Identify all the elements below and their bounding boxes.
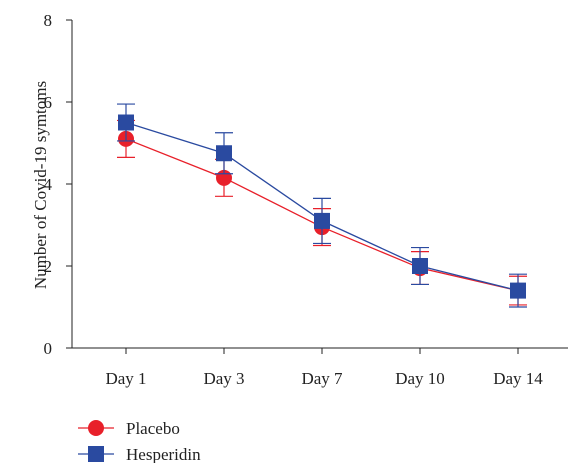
x-tick-label: Day 14 bbox=[493, 369, 543, 388]
legend-item: Placebo bbox=[78, 419, 180, 438]
y-tick-label: 8 bbox=[44, 11, 53, 30]
data-point-square bbox=[118, 115, 134, 131]
data-point-square bbox=[510, 283, 526, 299]
y-tick-label: 0 bbox=[44, 339, 53, 358]
legend-label: Placebo bbox=[126, 419, 180, 438]
legend-marker-square bbox=[88, 446, 104, 462]
x-tick-label: Day 3 bbox=[203, 369, 244, 388]
x-tick-label: Day 10 bbox=[395, 369, 445, 388]
data-point-square bbox=[216, 145, 232, 161]
data-point-square bbox=[412, 258, 428, 274]
legend-label: Hesperidin bbox=[126, 445, 201, 463]
x-tick-label: Day 1 bbox=[105, 369, 146, 388]
legend-item: Hesperidin bbox=[78, 445, 201, 463]
data-point-square bbox=[314, 213, 330, 229]
series-hesperidin bbox=[117, 104, 527, 307]
legend-marker-circle bbox=[88, 420, 104, 436]
x-tick-label: Day 7 bbox=[301, 369, 343, 388]
y-axis-title: Number of Covid-19 symtoms bbox=[31, 81, 50, 289]
series-layer bbox=[117, 104, 527, 307]
legend: Placebo Hesperidin bbox=[78, 419, 201, 463]
